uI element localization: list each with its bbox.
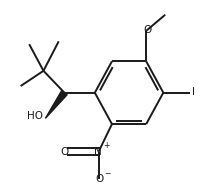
Text: N: N bbox=[94, 147, 101, 157]
Text: I: I bbox=[192, 87, 195, 97]
Polygon shape bbox=[45, 91, 67, 118]
Text: −: − bbox=[104, 169, 110, 178]
Text: HO: HO bbox=[26, 112, 43, 121]
Text: O: O bbox=[95, 174, 104, 184]
Text: +: + bbox=[103, 141, 109, 151]
Text: O: O bbox=[60, 147, 69, 157]
Text: O: O bbox=[143, 25, 151, 35]
